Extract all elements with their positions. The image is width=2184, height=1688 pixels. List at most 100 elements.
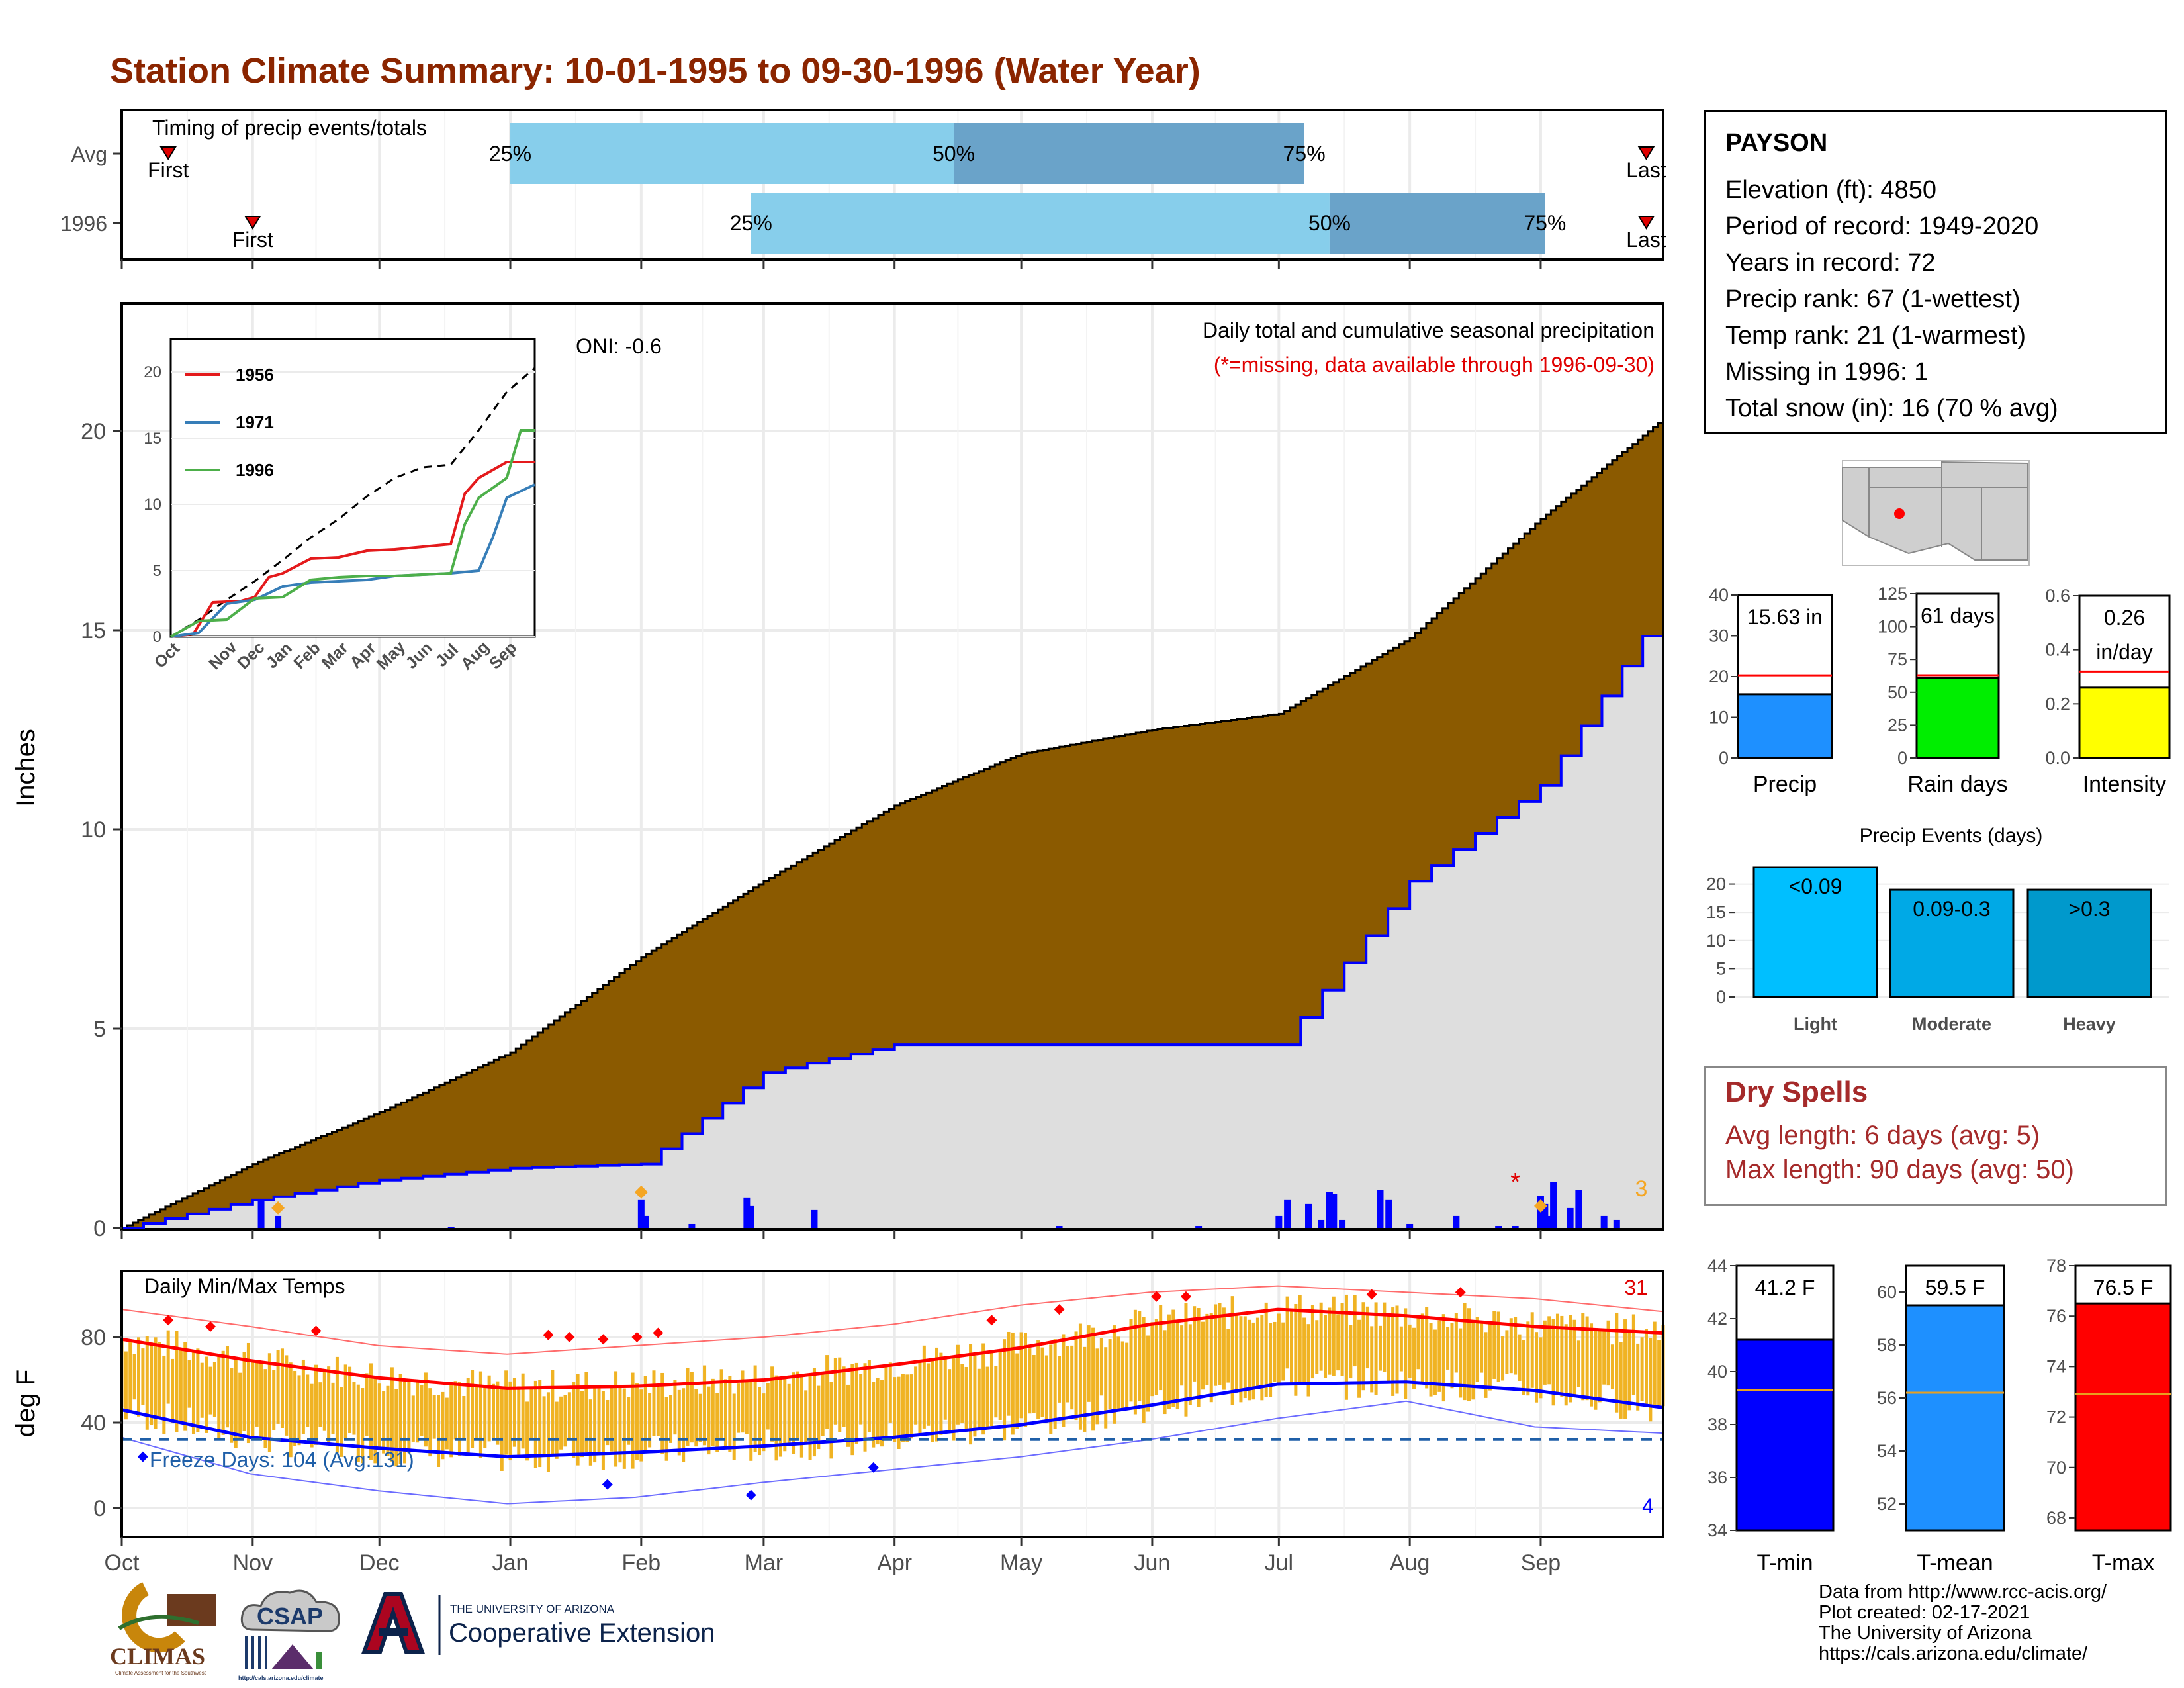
- daily-temp-bar: [221, 1350, 225, 1435]
- daily-temp-bar: [390, 1367, 394, 1462]
- daily-temp-bar: [686, 1367, 690, 1446]
- daily-temp-bar: [343, 1364, 347, 1439]
- daily-temp-bar: [1040, 1347, 1044, 1417]
- daily-temp-bar: [1255, 1317, 1259, 1388]
- daily-temp-bar: [635, 1383, 639, 1460]
- mini-map-borders: [1868, 467, 2028, 560]
- rain-days-ytick-label: 50: [1888, 682, 1907, 702]
- record-high-line: [121, 1285, 1664, 1355]
- daily-precip-bar: [1318, 1219, 1325, 1228]
- daily-temp-bar: [327, 1366, 331, 1446]
- daily-temp-bar: [1201, 1321, 1205, 1390]
- daily-temp-bar: [1302, 1317, 1306, 1385]
- inset-legend-label: 1971: [236, 412, 274, 432]
- snow-marker: [1533, 1199, 1547, 1213]
- daily-temp-bar: [905, 1374, 909, 1442]
- precip-total-ytick-label: 40: [1709, 585, 1729, 605]
- timing-bar-light: [510, 123, 954, 184]
- daily-temp-bar: [1640, 1337, 1644, 1401]
- daily-temp-bar: [478, 1371, 482, 1458]
- daily-temp-bar: [593, 1385, 597, 1463]
- daily-temp-bar: [1222, 1307, 1226, 1390]
- daily-temp-bar: [1543, 1320, 1547, 1385]
- daily-temp-bar: [1138, 1311, 1142, 1401]
- daily-temp-bar: [872, 1382, 876, 1448]
- page-title: Station Climate Summary: 10-01-1995 to 0…: [110, 51, 1201, 91]
- daily-temp-bar: [128, 1340, 132, 1412]
- daily-temp-bar: [1450, 1323, 1454, 1389]
- daily-precip-bar: [257, 1199, 265, 1228]
- timing-panel-title: Timing of precip events/totals: [152, 116, 427, 140]
- precip-panel-subtitle: (*=missing, data available through 1996-…: [1214, 353, 1655, 377]
- daily-temp-bar: [1083, 1346, 1087, 1432]
- daily-temp-bar: [496, 1381, 500, 1445]
- daily-temp-bar: [1269, 1323, 1273, 1397]
- events-bar-label: 0.09-0.3: [1913, 897, 1990, 921]
- daily-temp-bar: [952, 1358, 956, 1441]
- daily-temp-bar: [1112, 1325, 1116, 1424]
- daily-temp-bar: [1576, 1340, 1580, 1387]
- t-max-ytick-label: 72: [2046, 1407, 2066, 1427]
- footer-plot-date: Plot created: 02-17-2021: [1819, 1602, 2030, 1623]
- precip-total-ytick-label: 20: [1709, 667, 1729, 686]
- daily-temp-bar: [1631, 1314, 1635, 1395]
- daily-temp-bar: [597, 1388, 601, 1454]
- daily-temp-bar: [394, 1389, 398, 1467]
- daily-temp-bar: [588, 1399, 592, 1466]
- daily-temp-bar: [1243, 1316, 1247, 1399]
- daily-temp-bar: [187, 1360, 191, 1408]
- daily-temp-bar: [1062, 1334, 1066, 1427]
- daily-temp-bar: [711, 1378, 715, 1446]
- temp-ytick-label: 80: [81, 1325, 106, 1350]
- station-total-snow: Total snow (in): 16 (70 % avg): [1725, 395, 2058, 422]
- daily-temp-bar: [1193, 1306, 1197, 1382]
- daily-precip-bar: [1377, 1190, 1384, 1228]
- daily-temp-bar: [1074, 1331, 1078, 1421]
- daily-temp-bar: [1019, 1332, 1023, 1419]
- daily-temp-bar: [1230, 1296, 1234, 1405]
- daily-temp-bar: [1248, 1319, 1251, 1401]
- daily-temp-bar: [318, 1382, 322, 1427]
- daily-temp-bar: [1370, 1326, 1374, 1393]
- daily-temp-bar: [1619, 1342, 1623, 1419]
- daily-temp-bar: [804, 1390, 808, 1444]
- daily-temp-bar: [698, 1393, 702, 1442]
- timing-bar-light: [751, 193, 1330, 254]
- daily-temp-bar: [137, 1337, 141, 1417]
- daily-temp-bar: [1475, 1317, 1479, 1382]
- rain-days-ytick-label: 0: [1897, 748, 1907, 768]
- daily-temp-bar: [1032, 1354, 1036, 1413]
- daily-temp-bar: [1602, 1329, 1606, 1385]
- daily-temp-bar: [1657, 1340, 1661, 1406]
- daily-temp-bar: [1007, 1331, 1011, 1416]
- precip-ytick-label: 0: [93, 1216, 106, 1241]
- daily-temp-bar: [1049, 1344, 1053, 1434]
- daily-temp-bar: [1036, 1340, 1040, 1419]
- daily-temp-bar: [475, 1385, 478, 1439]
- daily-temp-bar: [901, 1374, 905, 1442]
- daily-temp-bar: [728, 1376, 732, 1452]
- daily-precip-bar: [1284, 1199, 1291, 1228]
- timing-first-label: First: [148, 158, 189, 182]
- daily-temp-bar: [833, 1358, 837, 1425]
- daily-temp-bar: [1425, 1307, 1429, 1389]
- dry-spells-heading: Dry Spells: [1725, 1076, 1868, 1108]
- daily-temp-bar: [1197, 1307, 1201, 1407]
- daily-temp-bar: [1251, 1322, 1255, 1400]
- csap-logo-url: http://cals.arizona.edu/climate: [238, 1675, 324, 1681]
- daily-precip-bar: [743, 1197, 751, 1228]
- daily-temp-bar: [492, 1383, 496, 1439]
- daily-temp-bar: [398, 1374, 402, 1464]
- rain-days-ytick-label: 100: [1878, 617, 1907, 637]
- daily-temp-bar: [322, 1370, 326, 1431]
- daily-temp-bar: [1547, 1316, 1551, 1385]
- daily-temp-bar: [931, 1359, 934, 1442]
- daily-temp-bar: [1180, 1325, 1184, 1386]
- t-mean-ytick-label: 60: [1877, 1282, 1897, 1302]
- daily-temp-bar: [1480, 1323, 1484, 1373]
- daily-temp-bar: [280, 1348, 284, 1428]
- daily-temp-bar: [1636, 1343, 1640, 1411]
- daily-temp-bar: [154, 1337, 158, 1429]
- daily-precip-bar: [1056, 1225, 1063, 1228]
- daily-temp-bar: [1606, 1320, 1610, 1386]
